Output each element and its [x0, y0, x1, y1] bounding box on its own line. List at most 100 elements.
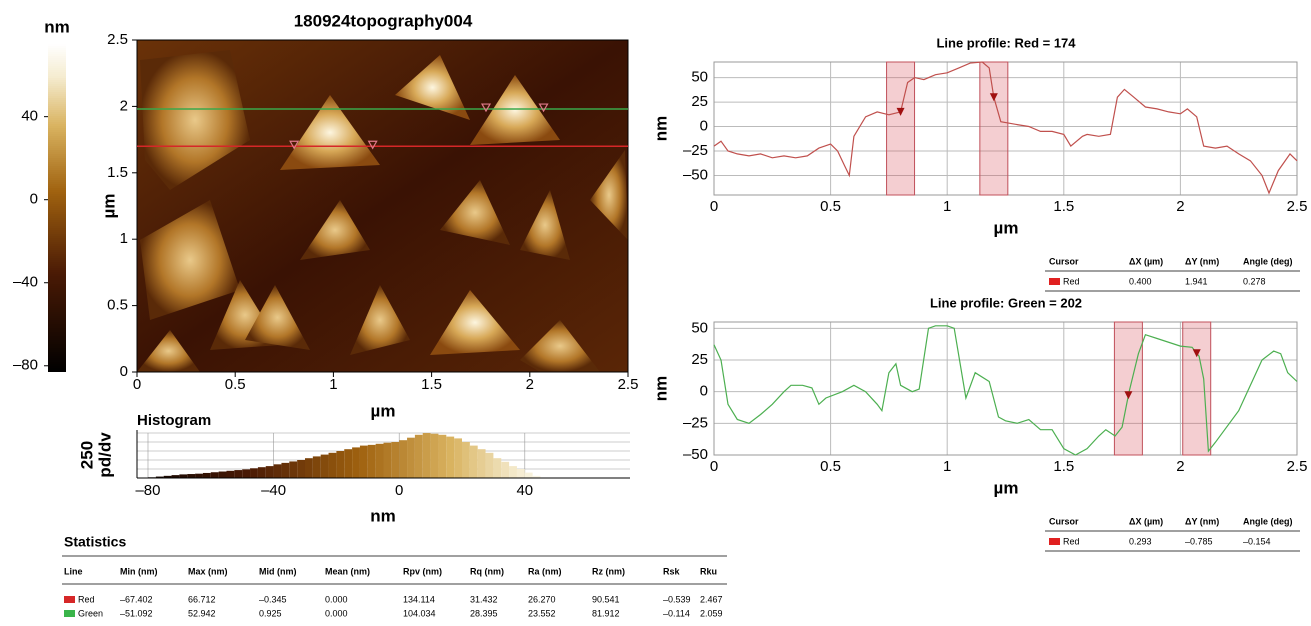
histogram-bar	[509, 466, 517, 478]
table-cell: 28.395	[470, 608, 498, 618]
colorbar-cell	[48, 246, 66, 248]
colorbar-cell	[48, 74, 66, 76]
colorbar-cell	[48, 336, 66, 338]
colorbar-label: nm	[44, 17, 70, 36]
colorbar-cell	[48, 304, 66, 306]
colorbar-cell	[48, 204, 66, 206]
x-tick-label: 1.5	[1053, 198, 1074, 215]
colorbar-cell	[48, 272, 66, 274]
x-tick-label: 0	[710, 458, 718, 475]
histogram-bar	[359, 445, 368, 478]
colorbar-cell	[48, 188, 66, 190]
color-swatch	[64, 610, 75, 617]
histogram-bar	[477, 449, 486, 478]
colorbar-cell	[48, 326, 66, 328]
colorbar-cell	[48, 50, 66, 52]
colorbar-cell	[48, 52, 66, 54]
table-header: Mean (nm)	[325, 566, 370, 576]
colorbar-cell	[48, 350, 66, 352]
histogram-bar	[375, 443, 384, 478]
colorbar-cell	[48, 296, 66, 298]
histogram-bar	[407, 437, 415, 478]
table-cell: Green	[78, 608, 103, 618]
colorbar-cell	[48, 354, 66, 356]
y-tick-label: 25	[691, 351, 708, 368]
colorbar-cell	[48, 222, 66, 224]
colorbar-cell	[48, 288, 66, 290]
colorbar-cell	[48, 86, 66, 88]
colorbar-cell	[48, 302, 66, 304]
colorbar-cell	[48, 88, 66, 90]
x-tick-label: 2.5	[1287, 458, 1308, 475]
histogram-bar	[202, 472, 211, 478]
x-tick-label: 2.5	[618, 376, 639, 393]
x-tick-label: 0.5	[820, 198, 841, 215]
colorbar-cell	[48, 182, 66, 184]
color-swatch	[1049, 538, 1060, 545]
colorbar-cell	[48, 370, 66, 372]
colorbar-cell	[48, 264, 66, 266]
colorbar-cell	[48, 342, 66, 344]
table-cell: 52.942	[188, 608, 216, 618]
colorbar-cell	[48, 314, 66, 316]
y-tick-label: 1.5	[107, 164, 128, 181]
colorbar-cell	[48, 218, 66, 220]
table-cell: –0.154	[1243, 536, 1271, 546]
colorbar-cell	[48, 192, 66, 194]
x-tick-label: 2	[1176, 458, 1184, 475]
chart-title: Line profile: Green = 202	[930, 295, 1082, 310]
colorbar-cell	[48, 266, 66, 268]
table-header: Rz (nm)	[592, 566, 625, 576]
y-tick-label: –25	[683, 414, 708, 431]
y-tick-label: –50	[683, 166, 708, 183]
colorbar-cell	[48, 128, 66, 130]
colorbar-cell	[48, 122, 66, 124]
colorbar-cell	[48, 190, 66, 192]
table-header: Rku	[700, 566, 717, 576]
profile-line	[713, 325, 1298, 456]
colorbar-cell	[48, 178, 66, 180]
y-tick-label: 50	[691, 319, 708, 336]
colorbar-cell	[48, 252, 66, 254]
histogram-bar	[273, 464, 282, 478]
histogram-bar	[265, 466, 274, 478]
colorbar-cell	[48, 104, 66, 106]
table-cell: 0.400	[1129, 276, 1152, 286]
colorbar-cell	[48, 160, 66, 162]
y-tick-label: 0	[120, 363, 128, 380]
histogram-bar	[218, 471, 227, 478]
cursor-marker	[289, 140, 300, 150]
colorbar-cell	[48, 168, 66, 170]
histogram-bar	[352, 447, 360, 478]
colorbar-cell	[48, 152, 66, 154]
colorbar-cell	[48, 166, 66, 168]
histogram-bar	[304, 458, 313, 478]
color-swatch	[1049, 278, 1060, 285]
colorbar-cell	[48, 58, 66, 60]
table-header: Min (nm)	[120, 566, 158, 576]
table-cell: 90.541	[592, 594, 620, 604]
colorbar-cell	[48, 206, 66, 208]
y-tick-label: –25	[683, 142, 708, 159]
y-tick-label: 50	[691, 69, 708, 86]
histogram-bar	[462, 442, 470, 478]
colorbar-cell	[48, 258, 66, 260]
colorbar-cell	[48, 346, 66, 348]
colorbar-cell	[48, 208, 66, 210]
colorbar-cell	[48, 330, 66, 332]
colorbar-cell	[48, 136, 66, 138]
colorbar-cell	[48, 82, 66, 84]
colorbar-cell	[48, 116, 66, 118]
colorbar-cell	[48, 274, 66, 276]
colorbar-cell	[48, 72, 66, 74]
histogram-bar	[493, 458, 502, 478]
histogram-bar	[171, 475, 180, 478]
colorbar-cell	[48, 68, 66, 70]
table-title: Statistics	[64, 534, 126, 550]
colorbar-cell	[48, 282, 66, 284]
colorbar-cell	[48, 236, 66, 238]
histogram-bar	[383, 442, 392, 478]
table-cell: 2.059	[700, 608, 723, 618]
colorbar-cell	[48, 338, 66, 340]
